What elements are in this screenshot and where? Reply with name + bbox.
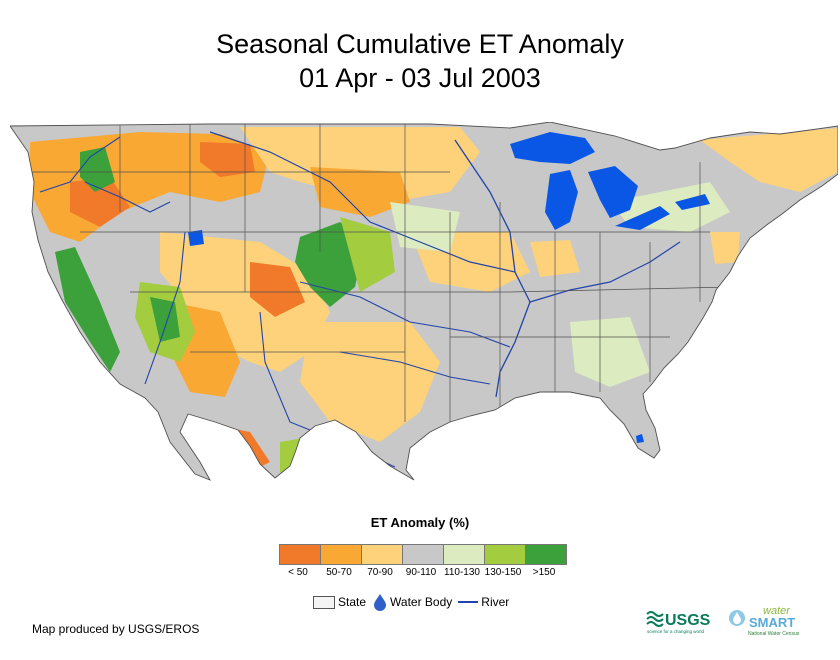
anomaly-region-50-70 bbox=[310, 167, 410, 217]
legend-bin-label-1: 50-70 bbox=[326, 567, 352, 578]
great-salt-lake bbox=[188, 230, 204, 246]
colorado-river bbox=[144, 231, 186, 385]
anomaly-region-lt50 bbox=[200, 142, 255, 177]
usgs-wordmark: USGS bbox=[665, 612, 711, 629]
us-outline bbox=[10, 122, 838, 481]
legend-bin-label-0: < 50 bbox=[288, 567, 308, 578]
legend-bin-labels: < 50 50-70 70-90 90-110 110-130 130-150 >150 bbox=[279, 567, 563, 581]
missouri-river bbox=[209, 131, 516, 273]
legend-bin-label-2: 70-90 bbox=[367, 567, 393, 578]
anomaly-region-gt150 bbox=[150, 297, 180, 342]
state-borders bbox=[30, 124, 731, 422]
legend-bin-label-3: 90-110 bbox=[405, 567, 437, 578]
anomaly-region-70-90 bbox=[700, 128, 838, 192]
map-title-line2: 01 Apr - 03 Jul 2003 bbox=[299, 63, 541, 93]
legend-bin-label-6: >150 bbox=[532, 567, 556, 578]
columbia-river bbox=[39, 136, 121, 193]
river-label: River bbox=[481, 595, 510, 609]
lake-ontario bbox=[675, 194, 710, 210]
layer-legend: State Water Body River bbox=[313, 593, 515, 611]
legend-color-bar bbox=[279, 544, 567, 565]
legend-swatch-5 bbox=[485, 545, 526, 564]
lake-superior bbox=[510, 132, 595, 164]
red-river bbox=[339, 351, 491, 385]
legend-swatch-4 bbox=[444, 545, 485, 564]
legend-swatch-2 bbox=[362, 545, 403, 564]
legend-bin-label-5: 130-150 bbox=[484, 567, 522, 578]
legend-swatch-3 bbox=[403, 545, 444, 564]
water-body-label: Water Body bbox=[390, 595, 453, 609]
water-drop-icon bbox=[374, 594, 387, 611]
usgs-logo: USGS science for a changing world bbox=[646, 611, 711, 634]
river-swatch bbox=[458, 601, 479, 603]
lake-michigan bbox=[545, 170, 578, 230]
anomaly-region-130-150 bbox=[280, 437, 330, 480]
map-title-line1: Seasonal Cumulative ET Anomaly bbox=[216, 29, 624, 59]
anomaly-region-130-150 bbox=[340, 217, 395, 292]
mississippi-river bbox=[454, 139, 531, 398]
anomaly-region-70-90 bbox=[240, 127, 480, 202]
watersmart-logo: water SMART National Water Census bbox=[729, 605, 800, 637]
anomaly-region-110-130 bbox=[570, 317, 650, 387]
anomaly-region-110-130 bbox=[390, 202, 460, 252]
legend-bin-label-4: 110-130 bbox=[444, 567, 480, 578]
state-swatch bbox=[313, 595, 335, 609]
water-wordmark: water bbox=[763, 605, 791, 617]
state-label: State bbox=[338, 595, 367, 609]
smart-wordmark: SMART bbox=[749, 615, 795, 630]
anomaly-region-lt50 bbox=[250, 262, 305, 317]
lake-erie bbox=[615, 206, 670, 230]
usgs-tagline: science for a changing world bbox=[647, 629, 705, 634]
legend-swatch-0 bbox=[280, 545, 321, 564]
agency-logos: USGS science for a changing world water … bbox=[646, 605, 800, 637]
legend-swatch-1 bbox=[321, 545, 362, 564]
anomaly-region-70-90 bbox=[710, 232, 740, 264]
legend-swatch-6 bbox=[526, 545, 566, 564]
anomaly-region-gt150 bbox=[55, 247, 120, 372]
legend-title: ET Anomaly (%) bbox=[370, 515, 470, 530]
ohio-river bbox=[529, 241, 681, 303]
lake-huron bbox=[588, 166, 638, 218]
anomaly-region-lt50 bbox=[70, 177, 130, 227]
snake-river bbox=[84, 181, 171, 213]
map-credit: Map produced by USGS/EROS bbox=[32, 622, 200, 636]
lake-okeechobee bbox=[636, 434, 644, 443]
us-et-anomaly-map bbox=[10, 122, 838, 481]
census-tagline: National Water Census bbox=[748, 631, 800, 637]
